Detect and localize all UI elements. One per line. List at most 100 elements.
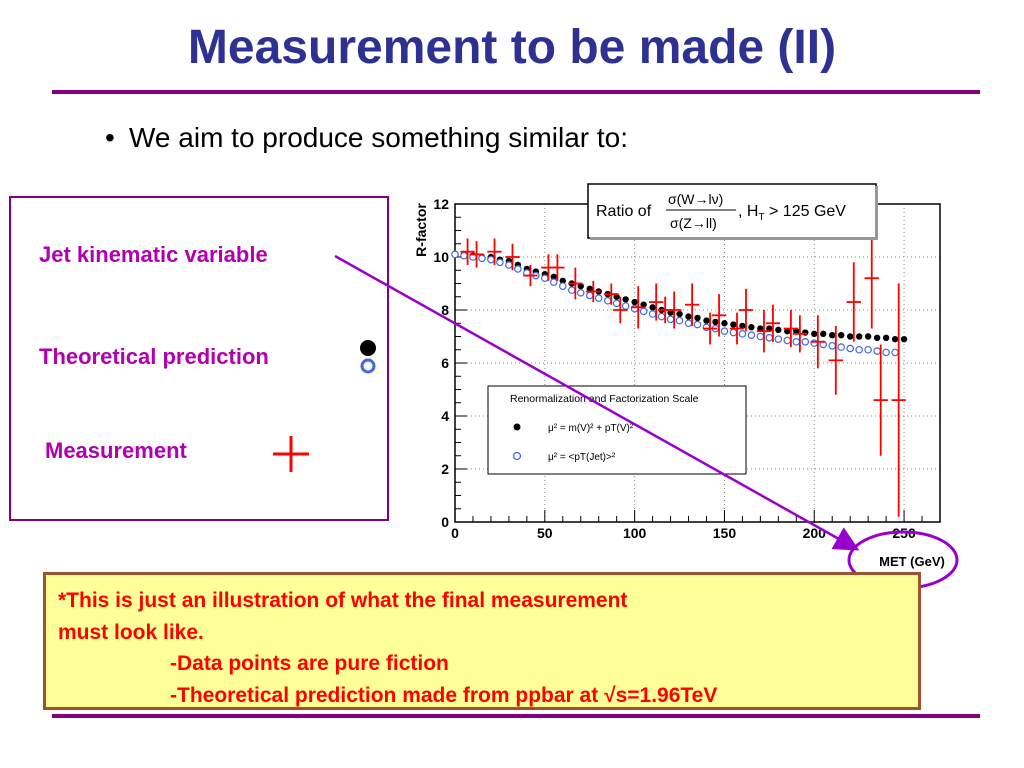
filled-circle-point [703, 317, 710, 324]
measurement-point [702, 312, 718, 345]
open-circle-point [630, 304, 639, 313]
bottom-divider [52, 714, 980, 718]
measurement-point [873, 344, 888, 456]
chart-title-suffix: , HT > 125 GeV [738, 203, 846, 223]
measurement-cross-icon [273, 436, 309, 472]
x-tick-label: 150 [713, 525, 737, 541]
open-circle-point [828, 341, 837, 350]
axis-ticks: 0 50 100 150 200 250 0 2 4 6 8 10 12 [433, 196, 923, 541]
filled-circle-point [730, 321, 737, 328]
measurement-point [792, 315, 808, 353]
filled-circle-point [712, 318, 719, 326]
x-axis-label: MET (GeV) [879, 554, 945, 569]
legend-explainer-box: Jet kinematic variable Theoretical predi… [9, 196, 389, 521]
filled-circle-point [900, 335, 908, 343]
open-circle-point [873, 347, 881, 355]
measurement-point [810, 315, 826, 369]
open-circle-point [756, 332, 765, 341]
measurement-point [756, 310, 772, 353]
measurement-point [631, 286, 646, 329]
open-circle-point [585, 291, 594, 300]
open-circle-point [846, 344, 854, 353]
note-line-4: -Theoretical prediction made from ppbar … [170, 683, 718, 707]
open-circle-point [891, 348, 899, 357]
filled-circle-point [838, 331, 845, 339]
y-tick-label: 4 [441, 408, 449, 424]
legend-filled-circle-icon [513, 423, 521, 431]
open-circle-point [451, 250, 459, 259]
filled-circle-point [775, 326, 782, 334]
y-tick-label: 8 [441, 302, 449, 318]
open-circle-point [801, 338, 810, 346]
bullet-icon: • [105, 122, 115, 153]
filled-circle-point [855, 333, 863, 340]
open-circle-point [514, 265, 522, 273]
open-circle-point [747, 331, 756, 339]
filled-circle-point [802, 329, 809, 336]
open-circle-icon [360, 358, 376, 374]
legend-title: Renormalization and Factorization Scale [510, 393, 699, 405]
chart-title-prefix: Ratio of [596, 203, 652, 220]
slide-title: Measurement to be made (II) [187, 21, 837, 74]
theory-label: Theoretical prediction [39, 344, 269, 369]
y-axis-label: R-factor [413, 203, 429, 257]
filled-circle-point [721, 320, 728, 327]
chart-title-denominator: σ(Z→ll) [670, 215, 717, 231]
open-circle-point [612, 299, 621, 308]
legend-entry-2: μ² = <pT(Jet)>² [548, 452, 616, 463]
measurement-point [846, 262, 861, 342]
bullet-text: We aim to produce something similar to: [129, 122, 629, 153]
disclaimer-note: *This is just an illustration of what th… [43, 572, 921, 710]
open-circle-point [720, 327, 729, 336]
open-circle-point [639, 307, 648, 316]
open-circle-point [558, 282, 567, 290]
open-circle-point [621, 302, 630, 310]
x-tick-label: 0 [451, 525, 459, 541]
filled-circle-point [676, 310, 683, 318]
open-circle-point [567, 286, 576, 294]
measurement-point [891, 283, 906, 517]
open-circle-point [837, 343, 846, 351]
open-circle-point [675, 316, 684, 325]
bullet-line: • We aim to produce something similar to: [105, 122, 628, 154]
note-line-2: must look like. [58, 620, 204, 644]
filled-circle-point [649, 304, 656, 311]
chart-legend: Renormalization and Factorization Scale … [487, 385, 747, 475]
open-circle-point [657, 312, 666, 321]
y-tick-label: 0 [441, 514, 449, 530]
open-circle-point [478, 254, 486, 263]
open-circle-point [792, 338, 801, 346]
filled-circle-point [846, 333, 854, 340]
open-circle-point [666, 315, 675, 324]
open-circle-point [496, 258, 504, 267]
open-circle-point [774, 335, 783, 343]
chart-title-box: Ratio of σ(W→lν) σ(Z→ll) , HT > 125 GeV [587, 183, 878, 240]
r-factor-chart: 0 50 100 150 200 250 0 2 4 6 8 10 12 R-factor Ratio … [413, 183, 945, 569]
open-circle-point [729, 328, 738, 337]
top-divider [52, 90, 980, 94]
filled-circle-point [882, 334, 890, 342]
open-circle-point [541, 274, 549, 283]
open-circle-point [765, 334, 774, 342]
measurement-label: Measurement [45, 438, 187, 463]
x-tick-label: 250 [892, 525, 916, 541]
filled-circle-point [873, 334, 881, 342]
filled-circle-point [891, 335, 899, 343]
measurement-point [864, 227, 879, 329]
filled-circle-point [694, 314, 701, 322]
y-tick-label: 10 [433, 249, 449, 265]
open-circle-point [702, 323, 711, 332]
y-tick-label: 12 [433, 196, 449, 212]
open-circle-point [594, 294, 603, 302]
series-theory-filled [451, 251, 908, 343]
filled-circle-point [748, 324, 755, 331]
legend-entry-1: μ² = m(V)² + pT(V)² [548, 423, 634, 434]
open-circle-point [855, 345, 863, 354]
note-line-3: -Data points are pure fiction [170, 652, 449, 675]
filled-circle-icon [360, 340, 376, 356]
open-circle-point [693, 320, 702, 329]
open-circle-point [648, 310, 657, 318]
filled-circle-point [811, 330, 818, 338]
jet-kinematic-label: Jet kinematic variable [39, 242, 268, 267]
filled-circle-point [685, 313, 692, 320]
